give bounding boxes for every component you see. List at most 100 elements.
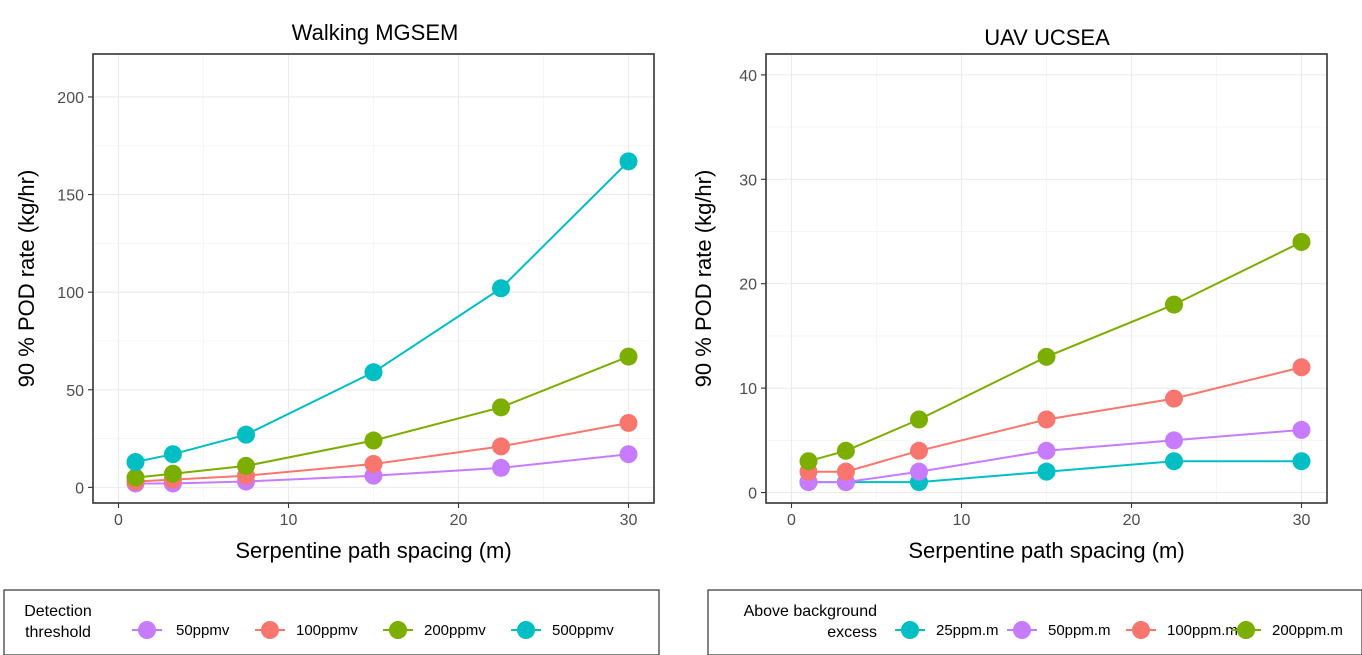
series-100ppm.m (799, 358, 1311, 481)
legend-label: 500ppmv (552, 622, 614, 639)
y-tick-label: 40 (739, 68, 757, 85)
data-point-100ppm.m (910, 441, 928, 460)
data-point-200ppm.m (910, 410, 928, 429)
legend-key-point (1132, 621, 1150, 639)
data-point-100ppmv (492, 437, 510, 456)
panel-border (765, 53, 1328, 504)
legend-title: Above background (744, 603, 877, 620)
series-200ppm.m (799, 232, 1311, 471)
data-point-200ppmv (237, 456, 255, 475)
legend-label: 200ppm.m (1272, 622, 1343, 639)
data-point-200ppmv (619, 347, 638, 366)
data-point-200ppmv (492, 398, 510, 417)
y-tick-label: 50 (66, 383, 84, 400)
legend-2: Above background excess 25ppm.m 50ppm.m 100p… (707, 589, 1362, 655)
x-tick-label: 30 (1293, 512, 1311, 529)
data-point-500ppmv (492, 279, 510, 298)
legend-label: 50ppm.m (1048, 622, 1111, 639)
data-point-100ppm.m (1165, 389, 1183, 408)
data-point-200ppmv (126, 468, 145, 487)
x-axis-title: Serpentine path spacing (m) (235, 538, 511, 563)
legend-key-point (138, 621, 156, 639)
data-point-200ppm.m (799, 452, 818, 471)
y-tick-label: 30 (739, 172, 757, 189)
legend-key-50ppm.m: 50ppm.m (1007, 621, 1111, 639)
chart-panel-1: 0 10 20 30 0 50 100 150 200 Walking MGSEM Serpenti… (14, 20, 655, 563)
chart-panel-2: 0 10 20 30 0 10 20 30 40 UAV UCSEA Serpentine path… (691, 25, 1328, 563)
data-point-50ppm.m (910, 462, 928, 481)
y-tick-label: 10 (739, 381, 757, 398)
y-tick-label: 0 (75, 480, 84, 497)
legend-box (707, 589, 1362, 655)
legend-key-25ppm.m: 25ppm.m (895, 621, 999, 639)
legend-key-point (901, 621, 919, 639)
data-point-50ppm.m (1037, 441, 1056, 460)
data-point-500ppmv (163, 445, 182, 464)
y-tick-label: 20 (739, 277, 757, 294)
x-tick-label: 10 (280, 512, 298, 529)
legend-label: 100ppmv (296, 622, 358, 639)
data-point-50ppmv (492, 458, 510, 477)
data-point-200ppm.m (1292, 232, 1311, 251)
data-point-200ppmv (163, 464, 182, 483)
data-point-50ppmv (619, 445, 638, 464)
legend-box (3, 589, 660, 655)
data-point-50ppm.m (1165, 431, 1183, 450)
legend-title: Detection (24, 603, 92, 620)
data-point-100ppm.m (1037, 410, 1056, 429)
y-tick-label: 0 (748, 486, 757, 503)
legend-key-point (261, 621, 279, 639)
x-tick-label: 0 (114, 512, 123, 529)
data-point-500ppmv (237, 425, 255, 444)
y-tick-label: 150 (57, 188, 84, 205)
x-tick-label: 0 (787, 512, 796, 529)
chart-title: UAV UCSEA (984, 25, 1110, 50)
data-point-200ppm.m (1165, 295, 1183, 314)
legend-key-50ppmv: 50ppmv (132, 621, 230, 639)
data-point-100ppmv (364, 454, 383, 473)
data-point-500ppmv (364, 363, 383, 382)
legend-label: 25ppm.m (936, 622, 999, 639)
y-tick-label: 100 (57, 285, 84, 302)
legend-key-point (389, 621, 407, 639)
grid (766, 54, 1327, 503)
data-point-100ppmv (619, 413, 638, 432)
x-axis-title: Serpentine path spacing (m) (908, 538, 1184, 563)
legend-label: 100ppm.m (1167, 622, 1238, 639)
legend-key-point (1013, 621, 1031, 639)
data-point-200ppm.m (1037, 347, 1056, 366)
y-axis-title: 90 % POD rate (kg/hr) (14, 170, 39, 388)
axes: 0 10 20 30 0 10 20 30 40 (739, 68, 1310, 529)
axes: 0 10 20 30 0 50 100 150 200 (57, 90, 637, 529)
panel-border (92, 53, 655, 504)
y-axis-title: 90 % POD rate (kg/hr) (691, 170, 716, 388)
series-500ppmv (126, 152, 638, 472)
series-200ppmv (126, 347, 638, 487)
x-tick-label: 20 (1123, 512, 1141, 529)
legend-key-500ppmv: 500ppmv (511, 621, 614, 639)
data-point-100ppm.m (1292, 358, 1311, 377)
data-point-25ppm.m (1165, 452, 1183, 471)
legend-title: excess (827, 624, 877, 641)
x-tick-label: 30 (620, 512, 638, 529)
data-point-200ppmv (364, 431, 383, 450)
y-tick-label: 200 (57, 90, 84, 107)
data-point-100ppm.m (836, 462, 855, 481)
chart-title: Walking MGSEM (292, 20, 459, 45)
data-point-500ppmv (126, 453, 145, 472)
x-tick-label: 10 (953, 512, 971, 529)
legend-key-point (517, 621, 535, 639)
data-point-25ppm.m (1037, 462, 1056, 481)
data-point-200ppm.m (836, 441, 855, 460)
data-point-500ppmv (619, 152, 638, 171)
legend-key-point (1237, 621, 1255, 639)
legend-label: 50ppmv (176, 622, 230, 639)
legend-title: threshold (25, 624, 91, 641)
legend-1: Detection threshold 50ppmv 100ppmv 200ppmv 50… (3, 589, 660, 655)
data-point-50ppm.m (1292, 420, 1311, 439)
legend-key-200ppmv: 200ppmv (383, 621, 486, 639)
legend-label: 200ppmv (424, 622, 486, 639)
legend-key-200ppm.m: 200ppm.m (1231, 621, 1343, 639)
legend-key-100ppmv: 100ppmv (255, 621, 358, 639)
